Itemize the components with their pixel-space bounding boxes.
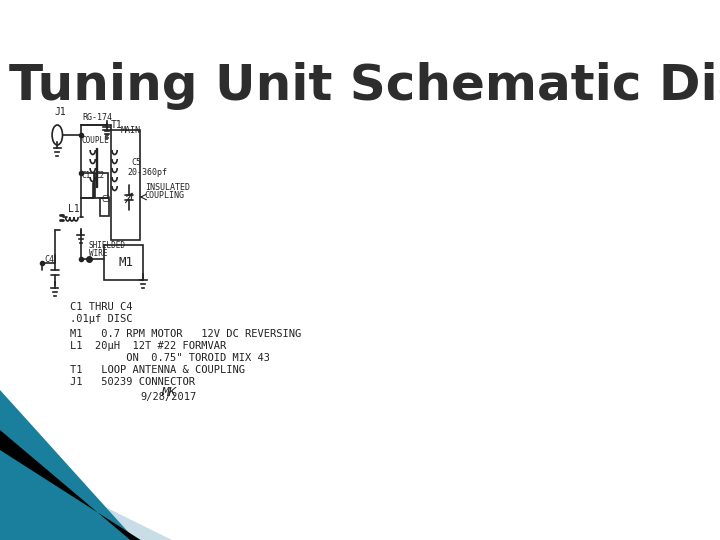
Text: INSULATED: INSULATED (145, 183, 190, 192)
Text: COUPLE: COUPLE (82, 136, 109, 145)
Text: RG-174: RG-174 (82, 113, 112, 122)
Text: C1: C1 (82, 171, 91, 180)
Text: M1: M1 (118, 256, 133, 269)
Bar (111, 130, 140, 240)
Text: WIRE: WIRE (89, 249, 107, 258)
Text: 9/28/2017: 9/28/2017 (140, 392, 197, 402)
Bar (81, 173, 94, 198)
Text: J1   50239 CONNECTOR: J1 50239 CONNECTOR (71, 377, 195, 387)
Polygon shape (0, 390, 135, 540)
Text: T1   LOOP ANTENNA & COUPLING: T1 LOOP ANTENNA & COUPLING (71, 365, 246, 375)
Text: Tuning Unit Schematic Diagram: Tuning Unit Schematic Diagram (9, 62, 720, 110)
Text: MAIN: MAIN (121, 126, 141, 135)
Polygon shape (0, 430, 140, 540)
Bar (100, 198, 109, 216)
Text: J1: J1 (55, 107, 66, 117)
Text: C3: C3 (101, 195, 110, 204)
Text: L1: L1 (68, 204, 79, 214)
Text: 20-360pf: 20-360pf (127, 168, 168, 177)
Text: C5: C5 (131, 158, 141, 167)
Text: C2: C2 (96, 171, 105, 180)
Bar (95, 173, 108, 198)
Text: MK: MK (161, 386, 176, 399)
Text: ON  0.75" TOROID MIX 43: ON 0.75" TOROID MIX 43 (71, 353, 270, 363)
Text: C4: C4 (44, 255, 54, 264)
Text: L1  20μH  12T #22 FORMVAR: L1 20μH 12T #22 FORMVAR (71, 341, 227, 351)
Text: SHIELDED: SHIELDED (89, 241, 125, 250)
Text: COUPLING: COUPLING (145, 191, 185, 200)
Text: .01μf DISC: .01μf DISC (71, 314, 132, 324)
Text: M1   0.7 RPM MOTOR   12V DC REVERSING: M1 0.7 RPM MOTOR 12V DC REVERSING (71, 329, 302, 339)
Polygon shape (0, 455, 172, 540)
Text: C1 THRU C4: C1 THRU C4 (71, 302, 132, 312)
Bar (104, 245, 143, 280)
Text: T1: T1 (110, 120, 122, 130)
